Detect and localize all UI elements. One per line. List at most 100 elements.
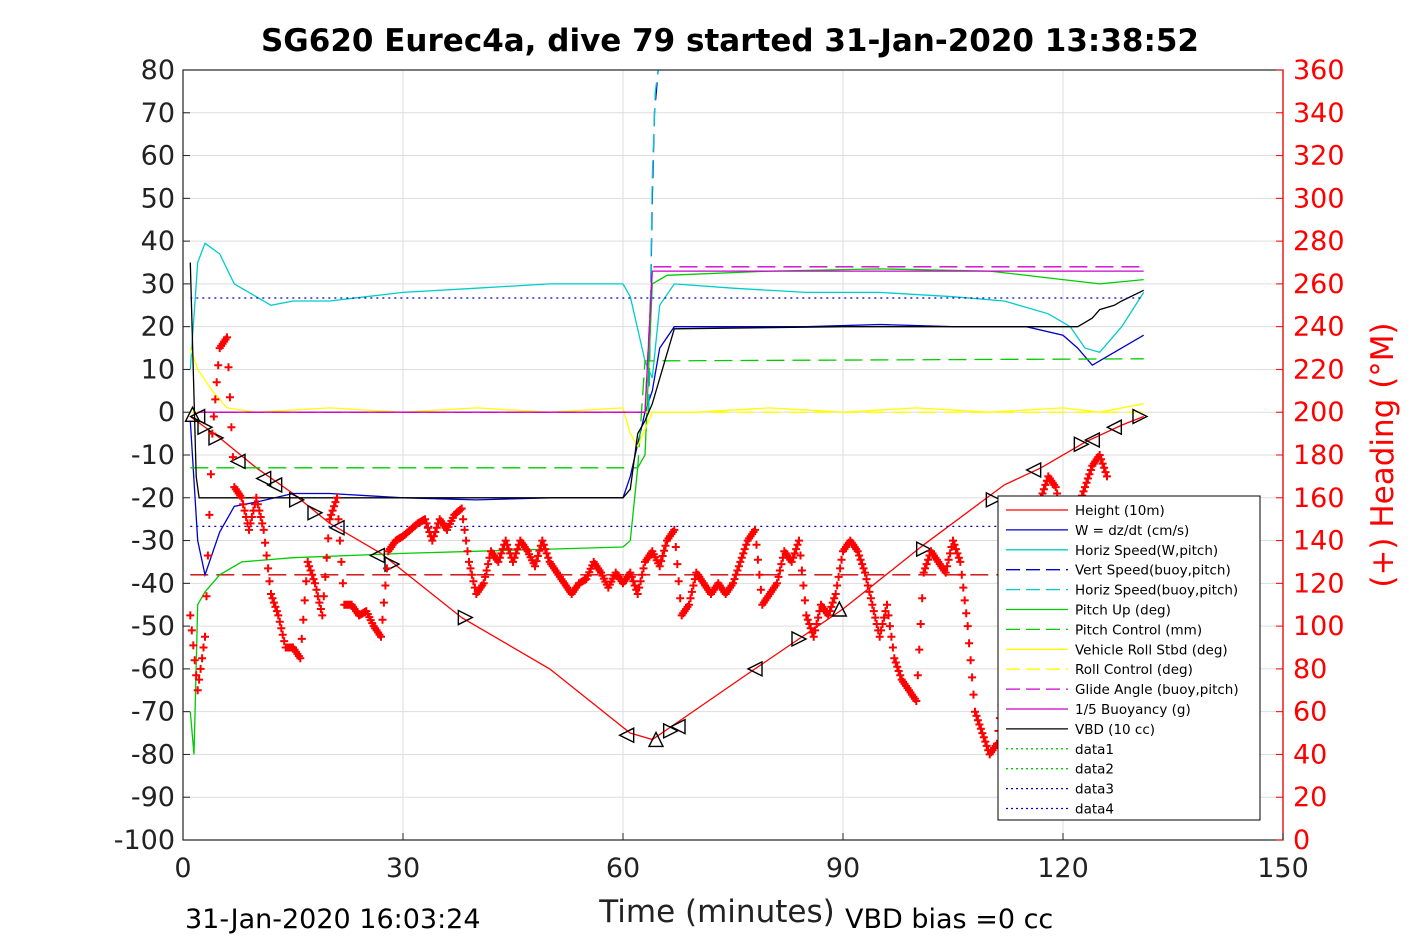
vbd-marker xyxy=(229,453,246,470)
heading-point xyxy=(752,540,761,549)
heading-point xyxy=(951,545,960,554)
heading-point xyxy=(793,540,802,549)
heading-point xyxy=(733,566,742,575)
vbd-marker xyxy=(307,504,324,521)
x-tick-label: 0 xyxy=(174,853,191,884)
heading-point xyxy=(887,632,896,641)
heading-point xyxy=(856,555,865,564)
heading-point xyxy=(960,596,969,605)
heading-point xyxy=(965,639,974,648)
heading-point xyxy=(673,560,682,569)
heading-point xyxy=(539,540,548,549)
vbd-marker xyxy=(746,660,763,678)
heading-point xyxy=(949,536,957,545)
heading-point xyxy=(855,551,864,560)
heading-point xyxy=(264,564,273,573)
legend-entry: data3 xyxy=(1075,782,1114,798)
heading-point xyxy=(421,515,429,524)
heading-point xyxy=(981,737,990,746)
heading-point xyxy=(278,630,287,639)
heading-point xyxy=(319,592,328,601)
footer-vbd-bias: VBD bias =0 cc xyxy=(845,904,1053,935)
x-tick-label: 120 xyxy=(1037,853,1089,884)
heading-point xyxy=(739,549,748,558)
heading-point xyxy=(809,632,818,641)
heading-point xyxy=(976,724,985,733)
heading-point xyxy=(962,609,971,618)
heading-point xyxy=(1101,468,1110,477)
heading-point xyxy=(861,568,869,577)
left-tick-label: 50 xyxy=(141,183,175,214)
heading-point xyxy=(423,523,432,532)
heading-point xyxy=(479,579,488,588)
heading-point xyxy=(481,572,490,581)
heading-point xyxy=(331,498,340,507)
vbd-marker xyxy=(1105,419,1123,436)
heading-point xyxy=(973,716,982,725)
vbd-marker xyxy=(368,547,386,564)
heading-point xyxy=(924,555,933,564)
x-axis-label: Time (minutes) xyxy=(598,894,834,930)
heading-point xyxy=(504,545,513,554)
heading-point xyxy=(1095,451,1104,459)
heading-point xyxy=(193,686,202,695)
left-tick-label: 10 xyxy=(141,354,175,385)
heading-point xyxy=(465,557,473,566)
heading-point xyxy=(258,519,267,528)
heading-point xyxy=(633,590,642,598)
heading-point xyxy=(501,536,510,545)
heading-point xyxy=(921,564,930,573)
right-tick-label: 60 xyxy=(1293,697,1327,728)
heading-point xyxy=(753,555,762,564)
heading-point xyxy=(638,570,647,579)
heading-point xyxy=(811,626,820,635)
heading-point xyxy=(459,515,468,524)
heading-point xyxy=(196,664,205,673)
x-tick-label: 60 xyxy=(606,853,640,884)
heading-point xyxy=(863,581,872,590)
heading-point xyxy=(497,549,506,558)
legend-entry: Horiz Speed(W,pitch) xyxy=(1075,543,1218,559)
heading-point xyxy=(1041,480,1050,489)
heading-point xyxy=(1086,466,1095,474)
heading-point xyxy=(737,553,746,562)
heading-point xyxy=(469,577,478,586)
vbd-marker xyxy=(384,555,401,573)
legend: Height (10m) W = dz/dt (cm/s) Horiz Speed(… xyxy=(997,495,1261,821)
heading-point xyxy=(941,568,950,577)
heading-point xyxy=(429,532,438,541)
heading-point xyxy=(736,557,745,566)
heading-point xyxy=(969,690,978,699)
legend-entry: VBD (10 cc) xyxy=(1075,722,1155,738)
heading-point xyxy=(460,525,469,534)
heading-point xyxy=(305,562,314,571)
heading-point xyxy=(787,557,796,566)
heading-point xyxy=(731,570,740,579)
heading-point xyxy=(972,711,981,720)
heading-point xyxy=(792,545,801,554)
left-tick-label: -50 xyxy=(131,611,175,642)
heading-point xyxy=(979,733,988,742)
left-axis: 80 70 60 50 40 30 20 10 0 -10 -20 -30 -40 -50 -60 -70 -8… xyxy=(114,55,190,856)
heading-point xyxy=(630,581,639,590)
heading-point xyxy=(378,615,387,624)
heading-point xyxy=(636,577,645,586)
heading-point xyxy=(274,611,283,620)
heading-point xyxy=(240,506,249,515)
heading-point xyxy=(337,557,346,566)
heading-point xyxy=(466,564,475,573)
vbd-marker xyxy=(1132,408,1149,425)
heading-point xyxy=(187,626,196,635)
legend-entry: W = dz/dt (cm/s) xyxy=(1075,523,1189,539)
heading-point xyxy=(511,549,520,558)
heading-point xyxy=(658,552,667,560)
heading-point xyxy=(318,611,327,620)
heading-point xyxy=(777,560,786,569)
heading-point xyxy=(742,540,751,549)
right-tick-label: 300 xyxy=(1293,183,1345,214)
heading-point xyxy=(262,551,271,560)
heading-point xyxy=(915,645,924,654)
left-tick-label: -40 xyxy=(131,568,175,599)
heading-point xyxy=(456,505,465,514)
heading-point xyxy=(954,553,963,562)
